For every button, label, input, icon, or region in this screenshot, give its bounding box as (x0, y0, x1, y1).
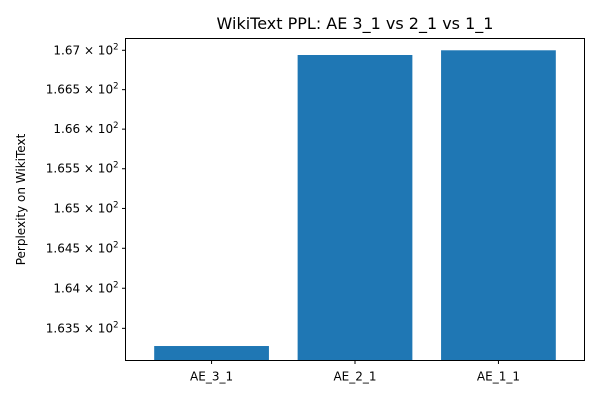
y-tick-label: 1.645 × 102 (46, 240, 119, 255)
bar-AE_1_1 (441, 50, 556, 361)
bar-AE_2_1 (297, 55, 413, 361)
y-tick-label: 1.66 × 102 (53, 121, 118, 136)
y-axis-ticks: 1.635 × 102 1.64 × 102 1.645 × 102 1.65 × 1… (46, 42, 126, 335)
chart-title: WikiText PPL: AE 3_1 vs 2_1 vs 1_1 (217, 14, 494, 34)
y-tick-label: 1.665 × 102 (46, 82, 119, 97)
x-tick-label: AE_3_1 (190, 370, 233, 384)
y-tick-label: 1.635 × 102 (46, 320, 119, 335)
plot-frame (125, 38, 585, 361)
x-axis-ticks: AE_3_1 AE_2_1 AE_1_1 (190, 360, 520, 384)
y-tick-label: 1.67 × 102 (53, 42, 118, 57)
y-tick-label: 1.65 × 102 (53, 200, 118, 215)
y-tick-label: 1.64 × 102 (53, 280, 118, 295)
bar-AE_3_1 (154, 346, 269, 361)
x-tick-label: AE_1_1 (477, 370, 520, 384)
y-axis-label: Perplexity on WikiText (14, 133, 28, 265)
bars-group (154, 50, 556, 361)
y-tick-label: 1.655 × 102 (46, 161, 119, 176)
x-tick-label: AE_2_1 (333, 370, 376, 384)
